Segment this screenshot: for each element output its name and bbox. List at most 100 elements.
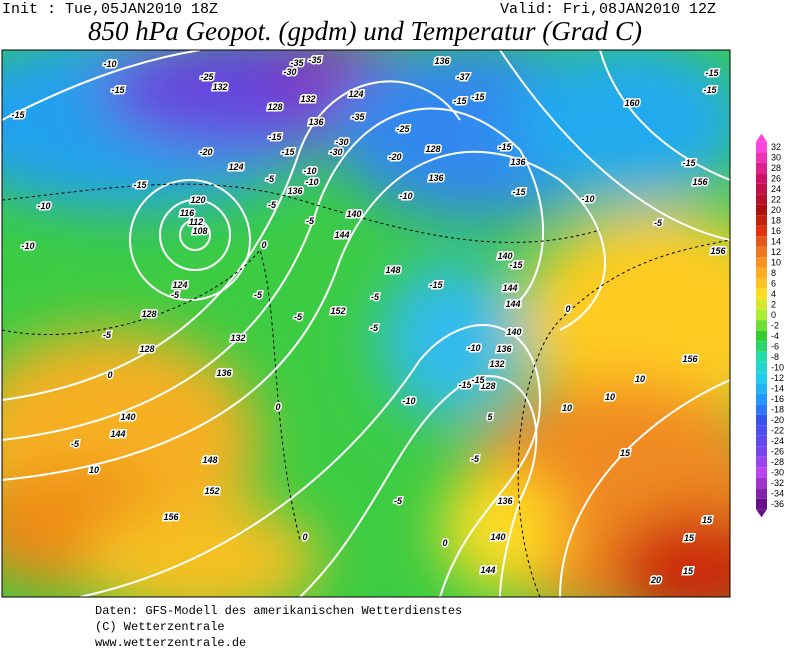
colorbar-label: 26: [771, 174, 781, 184]
colorbar-cell: [756, 299, 767, 310]
contour-label: 15: [684, 533, 695, 543]
colorbar-label: -18: [771, 405, 784, 415]
contour-label: 124: [348, 89, 363, 99]
colorbar-label: 22: [771, 195, 781, 205]
contour-label: 15: [620, 448, 631, 458]
contour-label: 128: [425, 144, 440, 154]
contour-label: 148: [202, 455, 217, 465]
contour-label: -15: [458, 380, 472, 390]
colorbar-cap: [756, 133, 767, 142]
contour-label: 5: [487, 412, 493, 422]
colorbar-label: 30: [771, 153, 781, 163]
colorbar-label: -26: [771, 447, 784, 457]
contour-label: 10: [89, 465, 99, 475]
contour-label: -5: [371, 292, 380, 302]
contour-label: -5: [71, 439, 80, 449]
colorbar-cell: [756, 183, 767, 195]
valid-time: Valid: Fri,08JAN2010 12Z: [500, 1, 716, 18]
contour-label: 20: [650, 575, 661, 585]
contour-label: -20: [199, 147, 212, 157]
colorbar-cell: [756, 246, 767, 258]
contour-label: -10: [21, 241, 34, 251]
contour-label: -10: [402, 396, 415, 406]
contour-label: -15: [498, 142, 512, 152]
colorbar-cell: [756, 267, 767, 279]
contour-label: -30: [329, 147, 342, 157]
colorbar-label: -32: [771, 478, 784, 488]
contour-label: 144: [502, 283, 517, 293]
contour-label: -5: [103, 330, 112, 340]
contour-label: 140: [497, 251, 512, 261]
contour-label: 136: [287, 186, 303, 196]
contour-label: -5: [294, 312, 303, 322]
colorbar-label: 6: [771, 279, 776, 289]
temperature-contours: [2, 183, 730, 597]
colorbar-cell: [756, 341, 767, 352]
contour-label: -35: [290, 58, 304, 68]
contour-label: -30: [335, 137, 348, 147]
colorbar-label: 12: [771, 247, 781, 257]
colorbar-label: 14: [771, 237, 781, 247]
colorbar-cell: [756, 194, 767, 205]
contour-label: -15: [512, 187, 526, 197]
colorbar-cell: [756, 278, 767, 289]
contour-label: -25: [396, 124, 410, 134]
contour-label: 160: [624, 98, 639, 108]
contour-label: 108: [192, 226, 207, 236]
contour-label: -10: [303, 166, 316, 176]
colorbar-cell: [756, 309, 767, 321]
colorbar-cell: [756, 414, 767, 426]
contour-label: 136: [497, 496, 513, 506]
colorbar-cap: [756, 509, 767, 518]
colorbar-label: -30: [771, 468, 784, 478]
colorbar-cell: [756, 446, 767, 457]
contour-label: -15: [703, 85, 717, 95]
contour-label: 152: [204, 486, 219, 496]
colorbar-cell: [756, 498, 767, 510]
map-frame: [1, 49, 731, 598]
contour-label: 128: [141, 309, 156, 319]
colorbar-label: -24: [771, 436, 784, 446]
contour-label: 0: [107, 370, 112, 380]
colorbar-label: -12: [771, 373, 784, 383]
contour-label: 128: [139, 344, 154, 354]
colorbar-label: -4: [771, 331, 779, 341]
colorbar-label: -20: [771, 415, 784, 425]
contour-label: 10: [605, 392, 615, 402]
colorbar-label: -28: [771, 457, 784, 467]
contour-label: 136: [308, 117, 324, 127]
init-time: Init : Tue,05JAN2010 18Z: [2, 1, 218, 18]
colorbar-cell: [756, 383, 767, 394]
contour-label: 152: [330, 306, 345, 316]
contour-label: 120: [190, 195, 205, 205]
colorbar-label: -2: [771, 321, 779, 331]
colorbar-cell: [756, 435, 767, 447]
contour-label: 144: [334, 230, 349, 240]
contour-label: -15: [682, 158, 696, 168]
contour-label: 132: [230, 333, 245, 343]
contour-label: -10: [399, 191, 412, 201]
contour-label: 132: [489, 359, 504, 369]
contour-label: 156: [710, 246, 726, 256]
contour-label: 156: [682, 354, 698, 364]
contour-label: 144: [110, 429, 125, 439]
contour-label: -10: [37, 201, 50, 211]
contour-label: 136: [510, 157, 526, 167]
contour-label: -15: [509, 260, 523, 270]
contour-label: -15: [111, 85, 125, 95]
contour-label: -5: [171, 290, 180, 300]
contour-label: 132: [300, 94, 315, 104]
contour-label: 0: [442, 538, 447, 548]
map-area: [2, 50, 730, 597]
colorbar-label: -8: [771, 352, 779, 362]
contour-label: -15: [281, 147, 295, 157]
geopotential-contours: [2, 50, 730, 597]
contour-label: -5: [268, 200, 277, 210]
contour-label: 148: [385, 265, 400, 275]
contour-label: -15: [268, 132, 282, 142]
colorbar-cell: [756, 467, 767, 478]
contour-label: 140: [490, 532, 505, 542]
contour-label: -15: [471, 375, 485, 385]
contour-label: -35: [308, 55, 322, 65]
colorbar-cell: [756, 215, 767, 226]
